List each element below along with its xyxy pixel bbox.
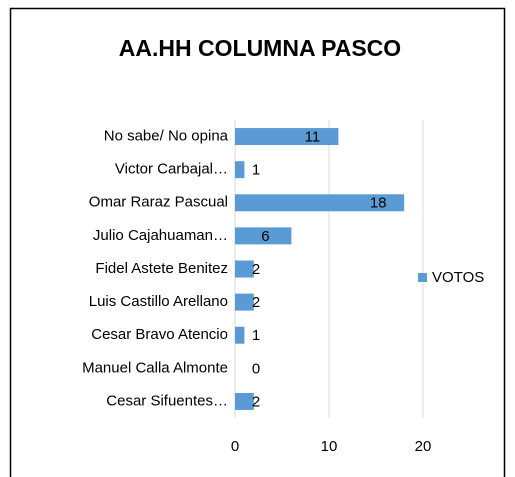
data-label: 11 bbox=[305, 129, 321, 146]
bar bbox=[235, 194, 405, 212]
bar bbox=[235, 161, 245, 179]
bar bbox=[235, 293, 254, 311]
bar bbox=[235, 392, 254, 410]
y-tick-label: Fidel Astete Benitez bbox=[95, 260, 228, 277]
data-label: 2 bbox=[252, 294, 260, 311]
data-label: 1 bbox=[252, 327, 260, 344]
x-tick-label: 0 bbox=[231, 438, 239, 455]
y-tick-label: Manuel Calla Almonte bbox=[82, 359, 228, 376]
y-tick-label: Omar Raraz Pascual bbox=[89, 194, 228, 211]
data-label: 2 bbox=[252, 393, 260, 410]
legend-label: VOTOS bbox=[432, 269, 484, 286]
bar bbox=[235, 128, 339, 146]
y-tick-label: Julio Cajahuaman… bbox=[93, 227, 228, 244]
y-tick-label: Luis Castillo Arellano bbox=[89, 293, 228, 310]
bar bbox=[235, 227, 292, 245]
data-label: 1 bbox=[252, 162, 260, 179]
data-label: 18 bbox=[370, 195, 387, 212]
legend-swatch bbox=[418, 273, 427, 282]
y-tick-label: No sabe/ No opina bbox=[104, 128, 229, 145]
chart-title: AA.HH COLUMNA PASCO bbox=[119, 35, 401, 61]
y-tick-label: Cesar Bravo Atencio bbox=[91, 326, 228, 343]
data-label: 6 bbox=[261, 228, 269, 245]
data-label: 2 bbox=[252, 261, 260, 278]
data-label: 0 bbox=[252, 360, 260, 377]
bar bbox=[235, 326, 245, 344]
bar bbox=[235, 260, 254, 278]
x-tick-label: 20 bbox=[415, 438, 432, 455]
x-tick-label: 10 bbox=[321, 438, 338, 455]
y-tick-label: Victor Carbajal… bbox=[115, 161, 228, 178]
y-tick-label: Cesar Sifuentes… bbox=[106, 392, 228, 409]
